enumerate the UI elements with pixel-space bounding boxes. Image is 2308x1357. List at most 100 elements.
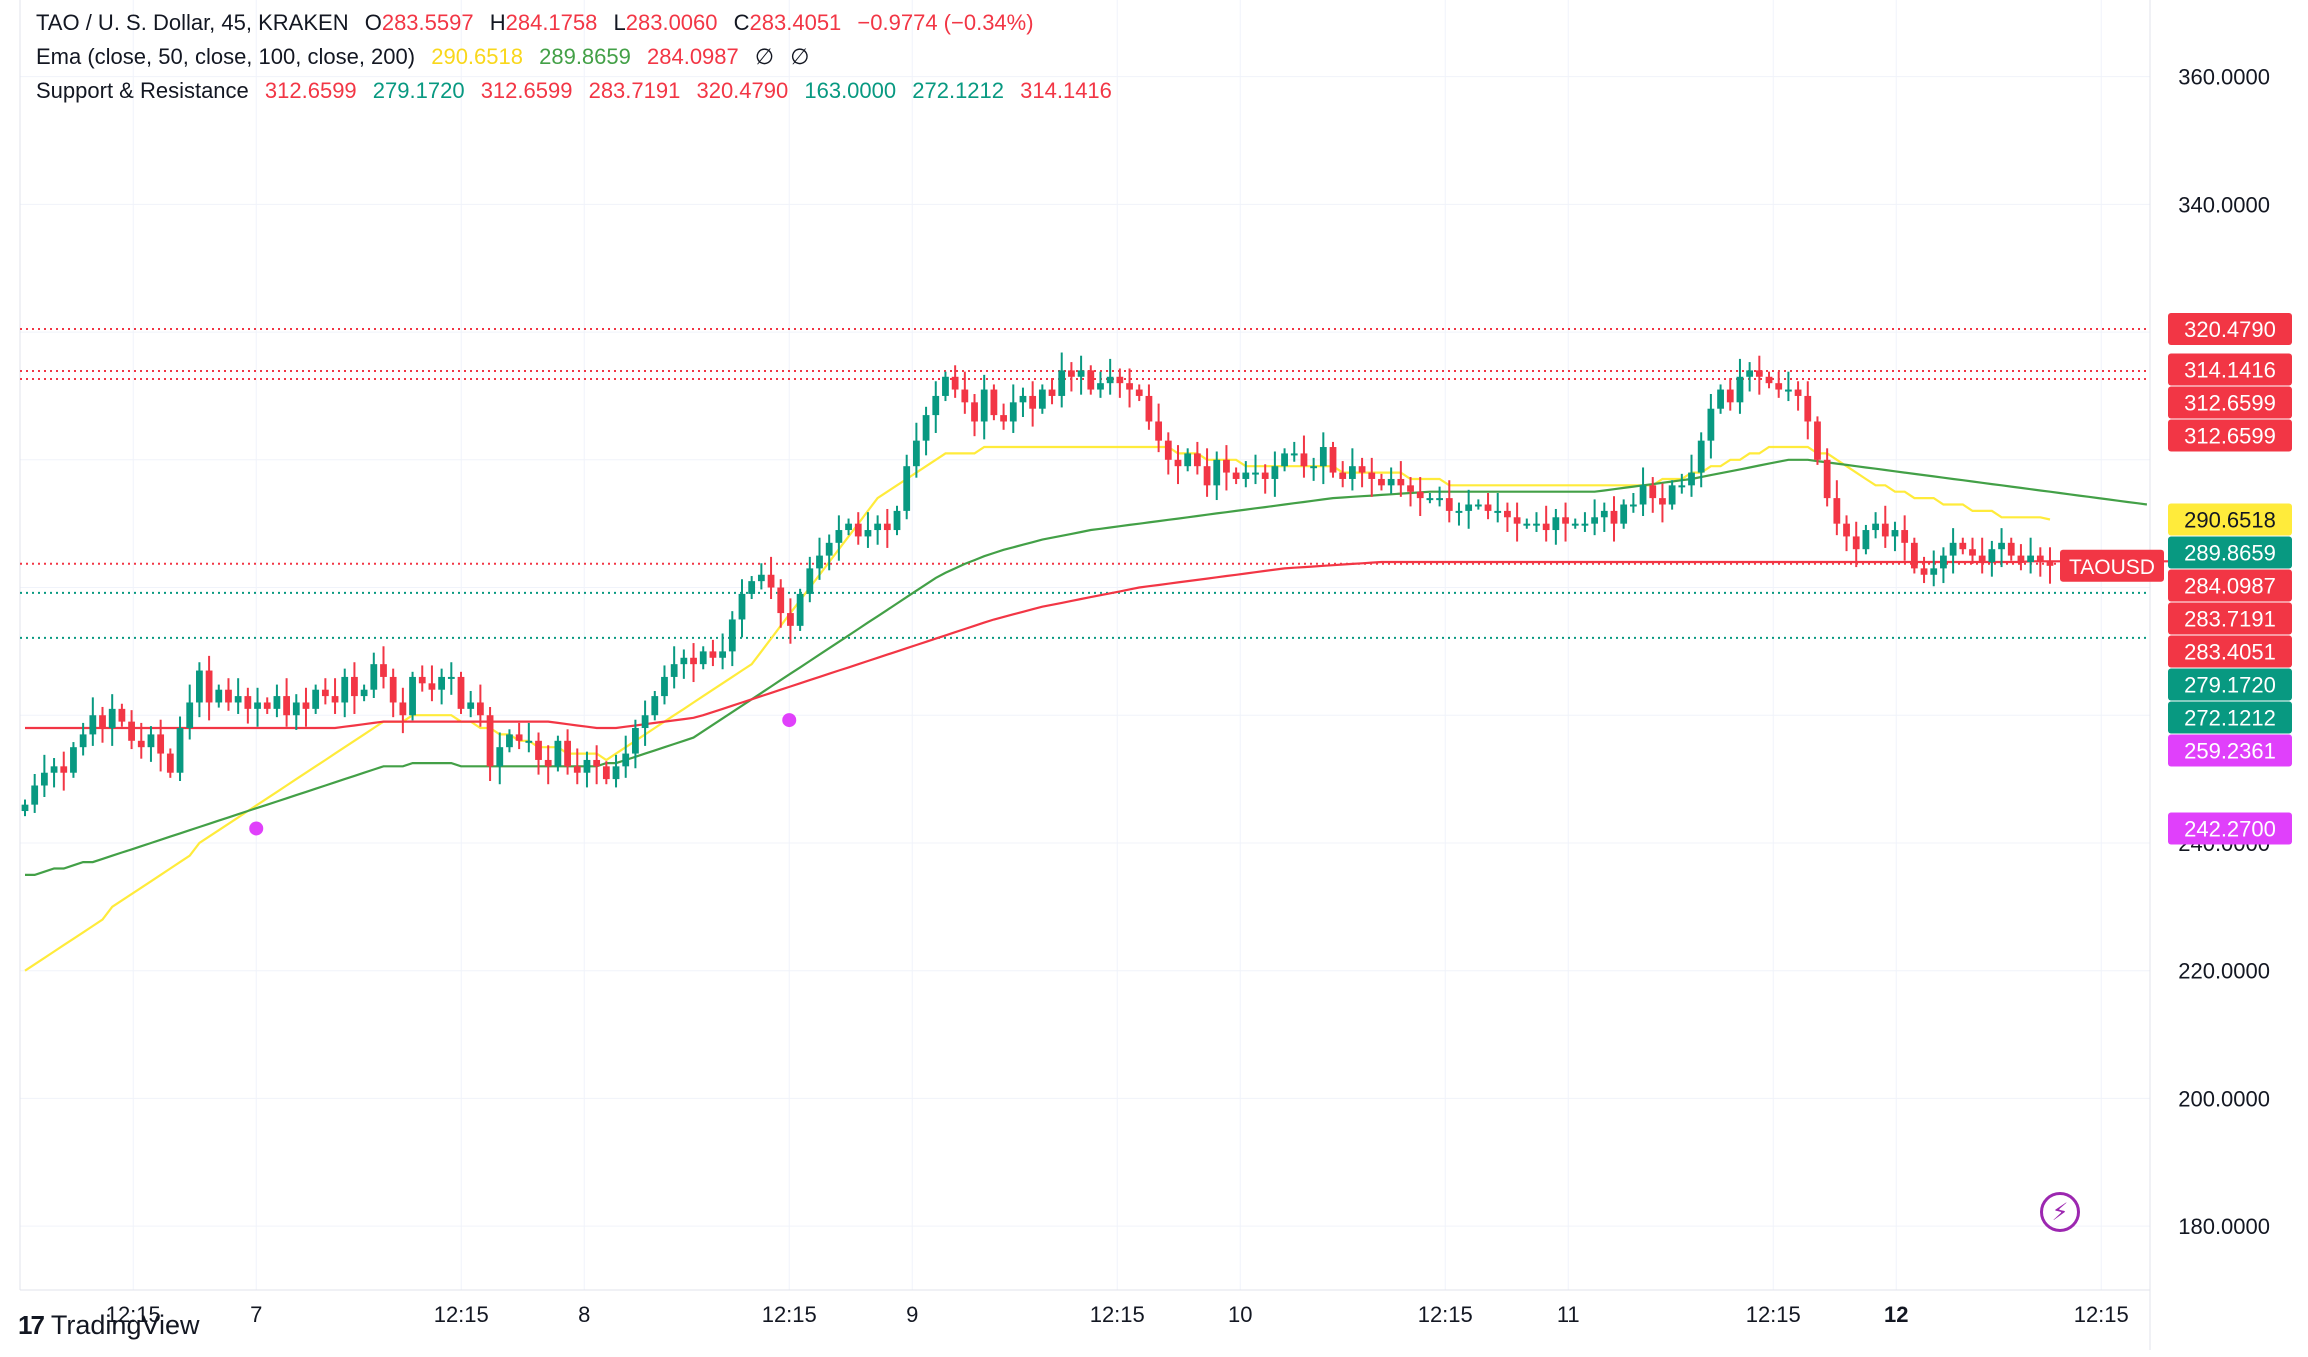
candle-body <box>2036 555 2044 562</box>
ema-legend[interactable]: Ema (close, 50, close, 100, close, 200) … <box>36 44 819 70</box>
x-tick-label: 7 <box>250 1302 262 1327</box>
candle-body <box>883 523 891 531</box>
candle-body <box>1794 389 1802 396</box>
candle-body <box>1707 408 1715 441</box>
ema-empty-value-1: ∅ <box>754 44 775 69</box>
candle-body <box>787 613 794 626</box>
candle-body <box>40 772 48 786</box>
candle-body <box>1755 370 1763 377</box>
candle-body <box>971 402 978 422</box>
candle-body <box>1097 383 1104 390</box>
price-label: 290.6518 <box>2168 503 2292 536</box>
candle-body <box>593 759 601 767</box>
candle-body <box>506 734 513 748</box>
candle-body <box>1891 530 1899 537</box>
x-tick-label: 12:15 <box>1746 1302 1801 1327</box>
price-label: 283.7191 <box>2168 602 2292 635</box>
candle-body <box>1775 383 1783 390</box>
candle-body <box>1978 555 1986 562</box>
candle-body <box>1688 472 1695 486</box>
candle-body <box>99 715 106 729</box>
ema-line-200 <box>25 560 2244 730</box>
support-resistance-legend[interactable]: Support & Resistance 312.6599 279.1720 3… <box>36 78 1122 104</box>
candle-body <box>1223 459 1230 473</box>
price-label: 312.6599 <box>2168 419 2292 452</box>
price-label: 272.1212 <box>2168 701 2292 734</box>
candle-body <box>1881 523 1889 537</box>
candle-body <box>825 542 833 556</box>
ema50-value: 290.6518 <box>431 44 523 69</box>
candle-body <box>312 689 320 709</box>
candle-body <box>2017 555 2025 562</box>
price-label: 259.2361 <box>2168 734 2292 767</box>
x-tick-label: 12:15 <box>2074 1302 2129 1327</box>
candle-body <box>1697 440 1705 473</box>
symbol-legend: TAO / U. S. Dollar, 45, KRAKEN O283.5597… <box>36 10 1044 36</box>
candle-body <box>2046 561 2054 566</box>
candle-body <box>157 734 165 754</box>
symbol-tag-bg <box>2060 549 2164 582</box>
price-label-bg <box>2168 386 2292 419</box>
price-label-text: 314.1416 <box>2184 357 2276 382</box>
symbol-tag: TAOUSD <box>2069 556 2155 579</box>
candle-body <box>1552 517 1560 531</box>
candle-body <box>1474 504 1482 507</box>
price-label-bg <box>2168 701 2292 734</box>
candle-body <box>1736 376 1744 403</box>
ema-cross-marker <box>782 713 797 728</box>
candle-body <box>661 676 668 697</box>
candle-body <box>1058 370 1066 396</box>
candle-body <box>1678 485 1686 488</box>
price-label: 312.6599 <box>2168 386 2292 419</box>
candle-body <box>1504 510 1511 518</box>
candle-body <box>1087 370 1095 390</box>
candle-body <box>457 676 465 709</box>
candle-body <box>1038 389 1046 409</box>
price-label-bg <box>2168 635 2292 668</box>
candle-body <box>1378 478 1385 486</box>
candle-body <box>874 523 882 531</box>
candle-body <box>796 593 804 626</box>
candle-body <box>1290 453 1298 456</box>
candle-body <box>486 715 494 767</box>
candle-body <box>292 702 300 716</box>
candle-body <box>108 708 116 729</box>
candle-body <box>1009 402 1017 422</box>
tradingview-brand[interactable]: 17 TradingView <box>18 1310 200 1341</box>
candle-body <box>447 676 455 679</box>
candle-body <box>670 664 678 677</box>
candle-body <box>1465 504 1473 511</box>
candle-body <box>1252 472 1259 475</box>
candle-body <box>942 376 949 396</box>
candle-body <box>1048 389 1056 396</box>
candle-body <box>1319 447 1327 467</box>
price-label: 320.4790 <box>2168 313 2292 346</box>
sr-value-3: 312.6599 <box>480 78 573 103</box>
candle-body <box>1261 472 1269 479</box>
candle-body <box>1368 472 1376 479</box>
candle-body <box>89 715 97 735</box>
candle-body <box>1494 510 1502 513</box>
candle-body <box>535 740 542 760</box>
candle-body <box>205 670 213 703</box>
candle-body <box>980 389 988 422</box>
ema200-value: 284.0987 <box>647 44 739 69</box>
lightning-icon[interactable]: ⚡ <box>2040 1192 2080 1232</box>
candle-body <box>864 530 872 537</box>
candle-body <box>1668 485 1676 505</box>
candle-body <box>845 523 852 531</box>
price-label-text: 283.7191 <box>2184 607 2276 632</box>
candle-body <box>1000 415 1007 422</box>
price-label-text: 242.2700 <box>2184 816 2276 841</box>
candle-body <box>360 689 368 697</box>
candle-body <box>1726 389 1734 403</box>
candle-body <box>496 747 504 767</box>
candle-body <box>1814 421 1821 460</box>
price-label: 279.1720 <box>2168 668 2292 701</box>
candle-body <box>1998 542 2005 550</box>
candle-body <box>622 753 630 767</box>
sr-value-1: 312.6599 <box>264 78 357 103</box>
candle-body <box>467 702 475 709</box>
candle-body <box>932 395 940 416</box>
